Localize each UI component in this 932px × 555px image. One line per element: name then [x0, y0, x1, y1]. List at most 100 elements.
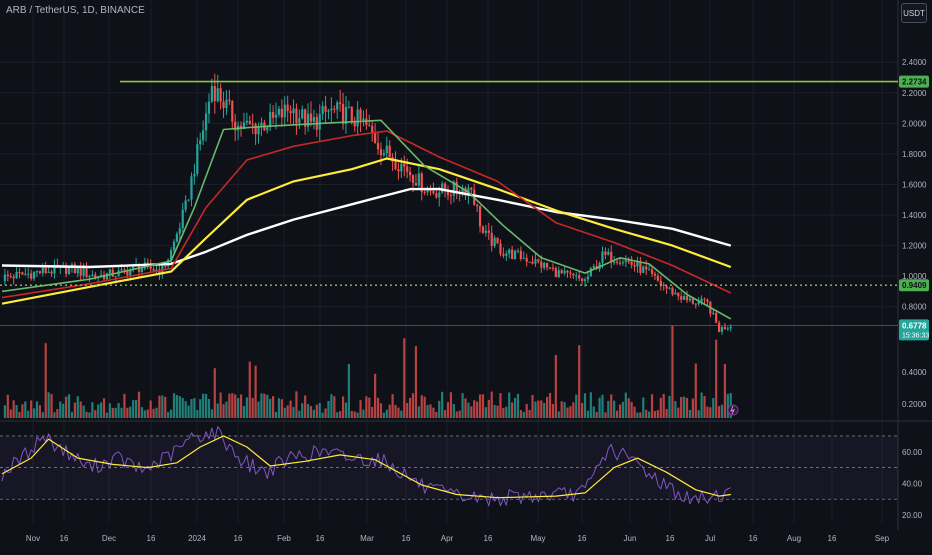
- volume-bar: [59, 401, 62, 418]
- candle-body: [53, 264, 56, 274]
- candle-body: [385, 145, 388, 154]
- volume-bar: [659, 397, 662, 418]
- volume-bar: [636, 412, 639, 418]
- volume-bar: [441, 391, 444, 418]
- candle-body: [394, 161, 397, 170]
- volume-bar: [167, 412, 170, 418]
- candle-body: [546, 263, 549, 268]
- volume-bar: [111, 407, 114, 418]
- volume-bar: [406, 402, 409, 418]
- volume-bar: [476, 401, 479, 418]
- volume-bar: [583, 393, 587, 418]
- candle-body: [18, 272, 21, 274]
- volume-bar: [578, 345, 581, 418]
- volume-bar: [274, 411, 278, 418]
- volume-bar: [196, 410, 199, 418]
- volume-bar: [219, 392, 222, 418]
- rsi-tick-label: 20.00: [902, 511, 923, 520]
- moving-averages: [1, 119, 732, 320]
- candle-body: [443, 183, 447, 192]
- candle-body: [321, 106, 324, 115]
- candle-body: [706, 299, 709, 302]
- time-tick-label: 16: [234, 534, 243, 543]
- candle-body: [400, 163, 403, 172]
- volume-bar: [490, 391, 493, 418]
- candle-body: [274, 114, 278, 118]
- volume-bar: [394, 404, 397, 418]
- candle-body: [537, 259, 540, 262]
- volume-bar: [231, 393, 234, 418]
- volume-bar: [67, 394, 71, 418]
- candle-body: [665, 286, 668, 289]
- candle-body: [85, 268, 88, 278]
- rsi-pane: [0, 426, 898, 507]
- volume-bar: [277, 398, 281, 418]
- rsi-tick-label: 40.00: [902, 479, 923, 488]
- volume-bar: [505, 406, 508, 418]
- currency-button[interactable]: USDT: [901, 3, 927, 23]
- candle-body: [540, 261, 543, 268]
- candle-body: [586, 276, 590, 280]
- candle-body: [164, 265, 167, 267]
- volume-bar: [161, 395, 164, 418]
- candle-body: [513, 250, 517, 260]
- ema-fast-line: [1, 119, 732, 320]
- candle-body: [557, 270, 560, 278]
- volume-tick-label: 0.4000: [902, 368, 927, 377]
- volume-bar: [350, 410, 353, 418]
- candle-body: [286, 104, 289, 112]
- volume-bar: [653, 410, 657, 418]
- volume-bar: [353, 411, 356, 418]
- candle-body: [15, 272, 18, 279]
- candle-body: [630, 261, 633, 265]
- candle-body: [292, 108, 295, 114]
- candle-body: [397, 169, 400, 172]
- candle-body: [149, 263, 152, 269]
- candle-body: [344, 107, 348, 125]
- volume-bar: [429, 404, 432, 418]
- volume-bar: [248, 361, 251, 418]
- ema-slow-line: [1, 157, 732, 305]
- candle-body: [580, 278, 584, 282]
- candle-body: [615, 261, 619, 263]
- candle-body: [726, 328, 729, 330]
- volume-bar: [143, 410, 146, 418]
- time-tick-label: Mar: [360, 534, 374, 543]
- time-tick-label: Dec: [102, 534, 116, 543]
- candle-body: [476, 204, 479, 207]
- candle-body: [379, 149, 383, 156]
- candle-body: [27, 273, 30, 275]
- volume-bar: [601, 394, 604, 418]
- candle-body: [67, 267, 71, 274]
- volume-bar: [435, 411, 438, 418]
- support-price-badge: [899, 279, 929, 292]
- candle-body: [65, 265, 68, 274]
- candle-body: [674, 292, 677, 295]
- candle-body: [336, 102, 339, 110]
- volume-bar: [193, 398, 196, 418]
- volume-bar: [446, 402, 450, 418]
- candle-body: [715, 312, 718, 323]
- volume-bar: [12, 400, 15, 418]
- volume-bar: [572, 402, 575, 418]
- volume-bar: [671, 325, 674, 418]
- volume-bar: [85, 411, 88, 418]
- candle-body: [420, 173, 423, 192]
- volume-bar: [175, 394, 178, 418]
- candle-body: [723, 326, 727, 330]
- volume-bar: [508, 392, 511, 418]
- volume-bar: [306, 404, 310, 418]
- volume-bar: [327, 400, 330, 418]
- volume-bar: [286, 405, 289, 418]
- volume-bar: [3, 405, 7, 418]
- volume-bar: [642, 397, 645, 418]
- candle-body: [490, 232, 493, 247]
- volume-bar: [339, 411, 342, 418]
- volume-bar: [53, 412, 56, 418]
- candle-body: [633, 264, 636, 267]
- candle-body: [114, 276, 117, 278]
- candle-body: [554, 267, 557, 278]
- volume-bar: [391, 394, 394, 418]
